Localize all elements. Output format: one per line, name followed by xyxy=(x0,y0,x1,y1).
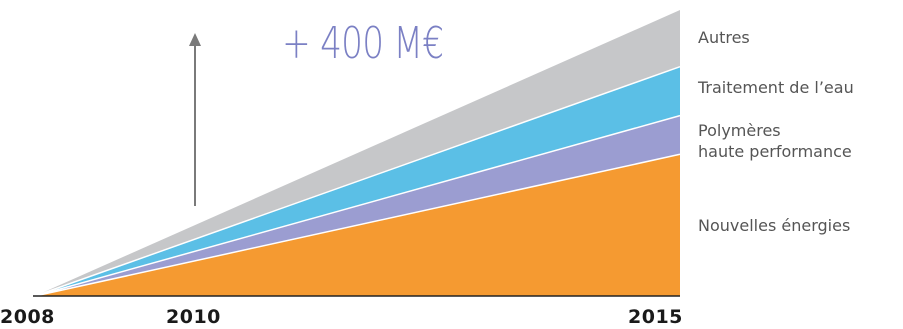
x-tick-label-2008: 2008 xyxy=(0,306,55,328)
x-tick-label-2010: 2010 xyxy=(166,306,221,328)
band-separator-line xyxy=(34,153,681,297)
arrow-head-icon xyxy=(189,33,201,46)
headline-amount: + 400 M€ xyxy=(282,18,444,69)
area-autres xyxy=(35,10,680,296)
band-separator-line xyxy=(34,114,681,297)
legend-label-polymeres-line2: haute performance xyxy=(698,142,852,161)
legend-label-traitement-eau: Traitement de l’eau xyxy=(698,78,854,97)
legend-label-autres: Autres xyxy=(698,28,750,47)
legend-label-polymeres-line1: Polymères xyxy=(698,121,781,140)
x-tick-label-2015: 2015 xyxy=(628,306,683,328)
legend-label-nouvelles-energies: Nouvelles énergies xyxy=(698,216,851,235)
band-separator-line xyxy=(34,65,681,297)
stacked-areas xyxy=(34,10,681,297)
growth-arrow xyxy=(189,33,201,206)
